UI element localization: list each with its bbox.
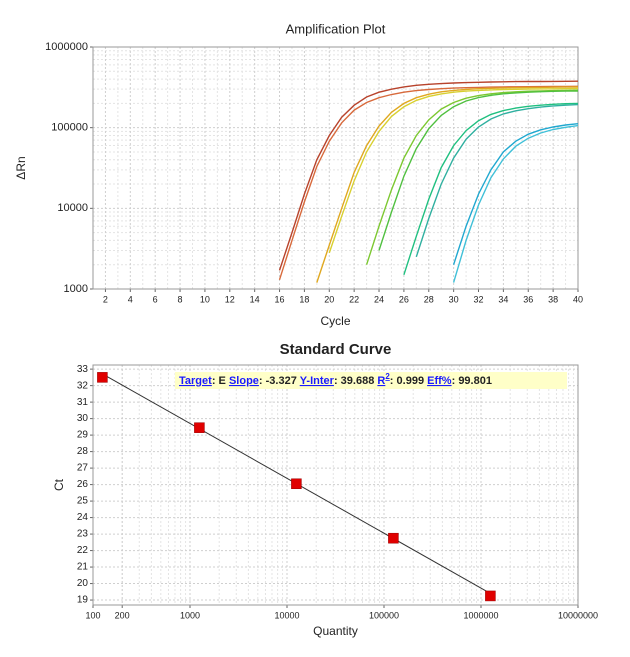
x-tick-label: 40 <box>573 294 583 304</box>
x-tick-label: 14 <box>250 294 260 304</box>
x-tick-label: 12 <box>225 294 235 304</box>
annotation-box <box>175 372 567 389</box>
plot-area <box>93 47 578 289</box>
chart-title: Standard Curve <box>280 341 392 358</box>
x-tick-label: 1000 <box>180 610 200 620</box>
plot-border <box>92 364 579 606</box>
amplification-curve <box>316 86 579 283</box>
x-tick-label: 38 <box>548 294 558 304</box>
eff: 99.801 <box>458 375 492 387</box>
amplification-curve <box>278 85 579 281</box>
amplification-curve <box>452 124 579 283</box>
chart-title: Amplification Plot <box>286 21 386 36</box>
amplification-curve <box>403 102 579 276</box>
y-axis-label: Ct <box>52 478 66 491</box>
charts: 2 4 6 8 10 12 14 16 18 20 22 24 26 28 30 32 34 36 38 401000… <box>14 21 598 638</box>
r2-label[interactable]: R <box>377 375 385 387</box>
y-tick-label: 30 <box>77 413 89 424</box>
x-tick-label: 26 <box>399 294 409 304</box>
y-tick-label: 1000 <box>64 283 88 295</box>
x-tick-label: 100000 <box>369 610 399 620</box>
amplification-curve <box>278 80 579 271</box>
point <box>97 372 108 383</box>
point <box>194 422 205 433</box>
r2: 0.999 <box>397 375 425 387</box>
y-tick-label: 32 <box>77 380 89 391</box>
target: E <box>219 375 226 387</box>
y-tick-label: 25 <box>77 496 89 507</box>
y-tick-label: 19 <box>77 595 89 606</box>
x-axis-label: Quantity <box>313 624 358 638</box>
x-tick-label: 200 <box>115 610 130 620</box>
slope-label[interactable]: Slope <box>229 375 259 387</box>
x-tick-label: 4 <box>128 294 133 304</box>
y-inter-label[interactable]: Y-Inter <box>300 375 335 387</box>
y-tick-label: 27 <box>77 463 89 474</box>
x-tick-label: 16 <box>275 294 285 304</box>
amplification-curve <box>378 90 579 251</box>
y-tick-label: 1000000 <box>45 41 88 53</box>
separator: : <box>334 375 338 387</box>
y-tick-label: 26 <box>77 479 89 490</box>
eff-label[interactable]: Eff% <box>427 375 452 387</box>
x-tick-label: 36 <box>523 294 533 304</box>
separator: : <box>259 375 263 387</box>
x-tick-label: 22 <box>349 294 359 304</box>
x-tick-label: 2 <box>103 294 108 304</box>
x-axis-label: Cycle <box>320 314 350 328</box>
point <box>291 478 302 490</box>
x-tick-label: 10000000 <box>558 610 598 620</box>
y-tick-label: 29 <box>77 430 89 441</box>
amplification-curve <box>365 89 579 265</box>
x-tick-label: 32 <box>474 294 484 304</box>
x-tick-label: 20 <box>324 294 334 304</box>
x-tick-label: 28 <box>424 294 434 304</box>
point <box>485 590 496 602</box>
y-tick-label: 100000 <box>51 122 88 134</box>
x-tick-label: 18 <box>299 294 309 304</box>
x-tick-label: 100 <box>85 610 100 620</box>
x-tick-label: 10000 <box>274 610 299 620</box>
separator: : <box>452 375 456 387</box>
y-tick-label: 22 <box>77 545 89 556</box>
separator: : <box>212 375 216 387</box>
y-tick-label: 23 <box>77 529 89 540</box>
y-tick-label: 20 <box>77 578 89 589</box>
amplification-curve <box>452 123 579 265</box>
x-tick-label: 10 <box>200 294 210 304</box>
separator: : <box>390 375 394 387</box>
x-tick-label: 34 <box>498 294 508 304</box>
x-tick-label: 8 <box>178 294 183 304</box>
plot-border <box>92 46 579 290</box>
y-tick-label: 21 <box>77 562 89 573</box>
amplification-curve <box>328 87 579 254</box>
y-tick-label: 10000 <box>57 202 88 214</box>
y-tick-label: 24 <box>77 512 89 523</box>
y-tick-label: 33 <box>77 364 89 375</box>
y-inter: 39.688 <box>341 375 375 387</box>
slope: -3.327 <box>266 375 297 387</box>
amplification-curve <box>415 103 579 258</box>
annotation: Target: E Slope: -3.327 Y-Inter: 39.688 … <box>179 372 492 387</box>
x-tick-label: 24 <box>374 294 384 304</box>
target-label[interactable]: Target <box>179 375 212 387</box>
x-tick-label: 6 <box>153 294 158 304</box>
point <box>388 532 399 544</box>
y-tick-label: 28 <box>77 446 89 457</box>
x-tick-label: 30 <box>449 294 459 304</box>
x-tick-label: 1000000 <box>463 610 498 620</box>
r2-sup[interactable]: 2 <box>385 372 390 381</box>
y-tick-label: 31 <box>77 397 89 408</box>
y-axis-label: ΔRn <box>14 156 28 179</box>
